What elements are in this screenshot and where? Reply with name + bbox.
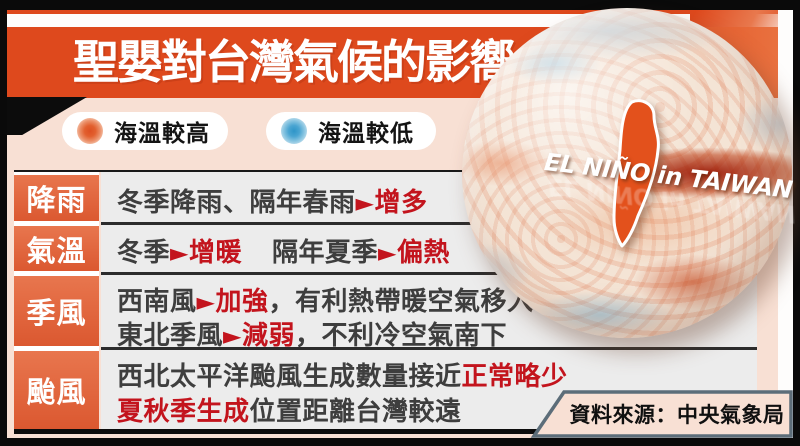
row-divider xyxy=(101,222,757,225)
rainfall-row-text: 冬季降雨、隔年春雨►增多 xyxy=(117,188,428,218)
arrow-icon: ► xyxy=(170,239,189,267)
row-divider xyxy=(101,272,757,275)
row-label-temperature: 氣溫 xyxy=(14,226,99,271)
row-label-typhoon: 颱風 xyxy=(14,351,99,429)
legend-high-pill: 海溫較高 xyxy=(62,112,228,150)
table-top-rule xyxy=(14,168,757,172)
typhoon-row-text-line2: 夏秋季生成位置距離台灣較遠 xyxy=(117,397,462,427)
arrow-icon: ► xyxy=(223,322,242,350)
arrow-icon: ► xyxy=(378,239,397,267)
source-box-border xyxy=(530,390,793,438)
row-divider xyxy=(101,347,757,350)
page-title: 聖嬰對台灣氣候的影嚮 xyxy=(73,35,515,89)
temperature-row-text: 冬季►增暖 隔年夏季►偏熱 xyxy=(117,238,450,268)
monsoon-row-text-line1: 西南風►加強，有利熱帶暖空氣移入 xyxy=(117,287,534,317)
data-source-box: 資料來源：中央氣象局 xyxy=(528,390,794,438)
monsoon-row-text-line2: 東北季風►減弱，不利冷空氣南下 xyxy=(117,321,508,351)
typhoon-row-text-line1: 西北太平洋颱風生成數量接近正常略少 xyxy=(117,362,568,392)
warm-sea-dot-icon xyxy=(77,118,103,144)
cool-sea-dot-icon xyxy=(281,118,307,144)
row-label-monsoon: 季風 xyxy=(14,276,99,346)
el-nino-globe: EL NIÑO in TAIWAN EL NIÑO in TAIWAN xyxy=(462,8,797,338)
arrow-icon: ► xyxy=(355,189,375,217)
top-accent-line xyxy=(7,10,793,14)
arrow-icon: ► xyxy=(196,288,216,316)
legend-high-label: 海溫較高 xyxy=(114,121,210,147)
legend-low-pill: 海溫較低 xyxy=(266,112,436,150)
row-label-rainfall: 降雨 xyxy=(14,175,99,221)
taiwan-island-icon xyxy=(612,99,660,248)
data-source-text: 資料來源：中央氣象局 xyxy=(569,403,785,427)
table-bottom-rule xyxy=(14,429,757,434)
legend-low-label: 海溫較低 xyxy=(318,121,414,147)
